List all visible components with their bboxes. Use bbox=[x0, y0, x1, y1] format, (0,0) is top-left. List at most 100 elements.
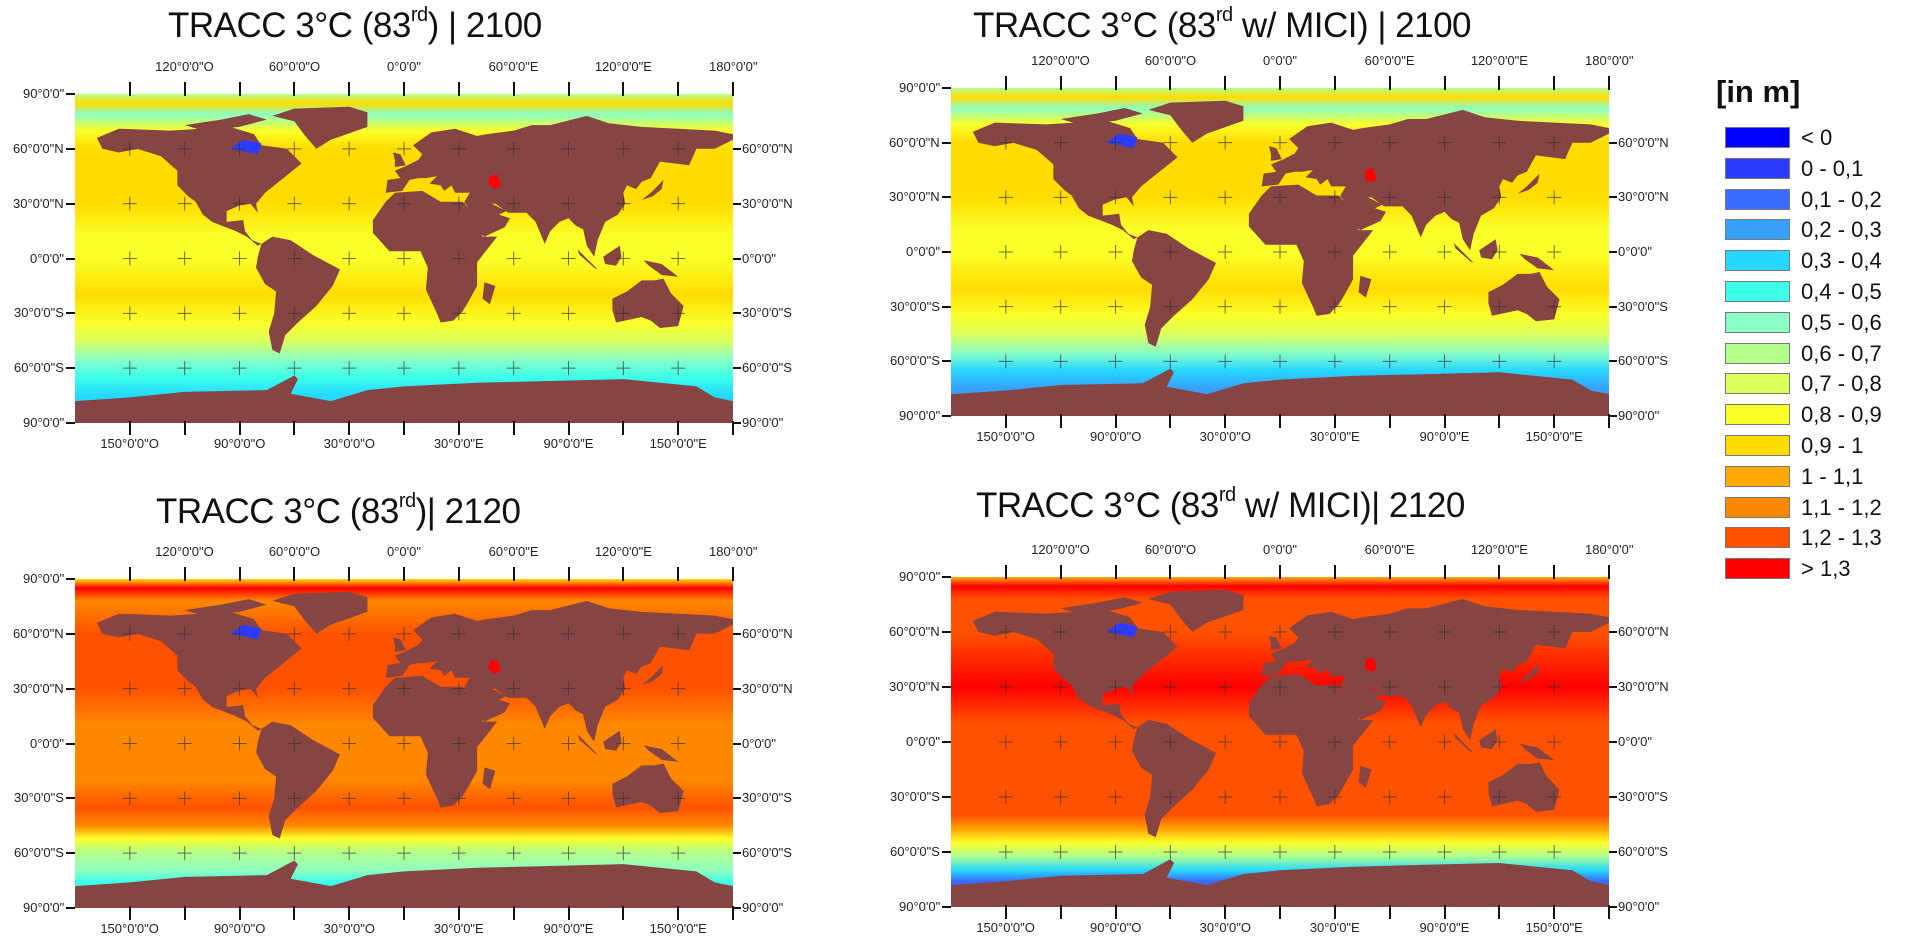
graticule-cross bbox=[998, 845, 1013, 859]
longitude-label-top: 60°0'0"O bbox=[268, 59, 321, 74]
graticule-cross bbox=[397, 141, 411, 156]
latitude-label-left: 90°0'0" bbox=[899, 569, 941, 584]
graticule-cross bbox=[561, 251, 576, 266]
latitude-label-left: 60°0'0"N bbox=[13, 625, 64, 641]
sea-level-map bbox=[951, 88, 1609, 416]
landmass-new-guinea bbox=[1519, 743, 1555, 761]
graticule-cross bbox=[506, 361, 521, 376]
graticule-cross bbox=[122, 251, 137, 266]
graticule-cross bbox=[287, 141, 302, 156]
graticule-cross bbox=[342, 846, 357, 861]
title-text: w/ MICI) | 2100 bbox=[1232, 6, 1472, 45]
landmass-north-america bbox=[96, 126, 302, 246]
graticule-cross bbox=[1492, 625, 1507, 639]
axis-tick bbox=[733, 742, 741, 745]
longitude-label-top: 0°0'0" bbox=[1263, 542, 1297, 557]
axis-tick bbox=[128, 421, 131, 435]
axis-tick bbox=[238, 567, 241, 581]
graticule-cross bbox=[1382, 354, 1397, 369]
graticule-cross bbox=[1273, 790, 1287, 804]
axis-tick bbox=[66, 907, 75, 909]
graticule-cross bbox=[342, 681, 357, 696]
graticule-cross bbox=[1547, 625, 1562, 639]
graticule-cross bbox=[1547, 190, 1562, 205]
legend-swatch bbox=[1725, 465, 1790, 487]
graticule-cross bbox=[1108, 190, 1123, 205]
graticule-cross bbox=[342, 251, 357, 266]
landmass-greenland bbox=[272, 106, 368, 149]
legend-label: 0,9 - 1 bbox=[1801, 433, 1864, 458]
axis-tick bbox=[942, 360, 951, 363]
axis-tick bbox=[1609, 796, 1617, 798]
axis-tick bbox=[1004, 905, 1007, 919]
axis-tick bbox=[293, 82, 296, 96]
graticule-cross bbox=[342, 791, 357, 806]
longitude-label-bottom: 150°0'0"E bbox=[1525, 429, 1583, 444]
title-text: ) | 2100 bbox=[427, 6, 543, 45]
graticule-cross bbox=[177, 626, 192, 641]
graticule-cross bbox=[177, 141, 192, 156]
longitude-label-top: 60°0'0"O bbox=[1144, 53, 1197, 68]
longitude-label-top: 120°0'0"E bbox=[1470, 53, 1528, 68]
graticule-cross bbox=[287, 791, 302, 806]
longitude-label-top: 0°0'0" bbox=[1263, 53, 1297, 68]
longitude-label-bottom: 30°0'0"E bbox=[433, 436, 484, 451]
latitude-label-right: 30°0'0"S bbox=[1618, 298, 1668, 314]
latitude-label-left: 0°0'0" bbox=[906, 244, 940, 259]
axis-tick bbox=[1114, 565, 1117, 579]
axis-tick bbox=[1388, 414, 1391, 428]
graticule-cross bbox=[506, 736, 521, 751]
landmass-sumatra bbox=[577, 249, 598, 270]
graticule-cross bbox=[1163, 735, 1178, 749]
graticule-cross bbox=[177, 846, 192, 861]
map-title-2120-83rd-mici: TRACC 3°C (83rd w/ MICI)| 2120 bbox=[976, 484, 1465, 526]
legend-swatch bbox=[1725, 342, 1790, 364]
graticule-cross bbox=[1108, 625, 1123, 639]
graticule-cross bbox=[671, 681, 686, 696]
axis-tick bbox=[622, 421, 625, 435]
graticule-cross bbox=[671, 306, 686, 321]
graticule-cross bbox=[451, 626, 466, 641]
latitude-label-left: 90°0'0" bbox=[23, 571, 65, 586]
graticule-cross bbox=[1108, 299, 1123, 314]
map-title-2100-83rd-mici: TRACC 3°C (83rd w/ MICI) | 2100 bbox=[973, 4, 1472, 46]
latitude-label-right: 60°0'0"N bbox=[1618, 624, 1669, 639]
graticule-cross bbox=[1437, 354, 1452, 369]
graticule-cross bbox=[287, 306, 302, 321]
graticule-cross bbox=[1492, 845, 1507, 859]
graticule-cross bbox=[451, 736, 466, 751]
graticule-cross bbox=[1382, 790, 1397, 804]
landmass-eurasia bbox=[1261, 599, 1609, 741]
graticule-cross bbox=[1437, 190, 1452, 205]
axis-tick bbox=[567, 82, 570, 96]
axis-tick bbox=[66, 578, 75, 580]
latitude-label-left: 30°0'0"S bbox=[14, 790, 64, 806]
landmass-greenland bbox=[1148, 100, 1244, 143]
axis-tick bbox=[66, 422, 75, 424]
graticule-cross bbox=[1108, 735, 1123, 749]
axis-tick bbox=[1498, 905, 1501, 919]
axis-tick bbox=[1609, 686, 1617, 688]
landmass-australia bbox=[612, 278, 684, 328]
legend-label: 1 - 1,1 bbox=[1801, 463, 1864, 489]
graticule-cross bbox=[177, 361, 192, 376]
axis-tick bbox=[1224, 565, 1227, 579]
title-text: )| 2120 bbox=[415, 492, 521, 531]
landmass-antarctica bbox=[75, 860, 733, 908]
landmass-north-america bbox=[972, 610, 1178, 730]
axis-tick bbox=[512, 421, 515, 435]
title-text: TRACC 3°C (83 bbox=[168, 6, 411, 45]
axis-tick bbox=[183, 82, 186, 96]
graticule-cross bbox=[1218, 790, 1233, 804]
legend-label: 0,8 - 0,9 bbox=[1801, 402, 1882, 428]
axis-tick bbox=[732, 421, 734, 435]
axis-tick bbox=[733, 202, 741, 205]
axis-tick bbox=[733, 147, 741, 150]
longitude-label-top: 120°0'0"O bbox=[1031, 53, 1090, 68]
landmass-japan bbox=[641, 664, 664, 685]
landmass-great-britain bbox=[393, 152, 406, 168]
legend-swatch bbox=[1725, 435, 1790, 456]
axis-tick bbox=[1609, 251, 1617, 253]
axis-tick bbox=[238, 421, 241, 435]
axis-tick bbox=[66, 852, 75, 855]
